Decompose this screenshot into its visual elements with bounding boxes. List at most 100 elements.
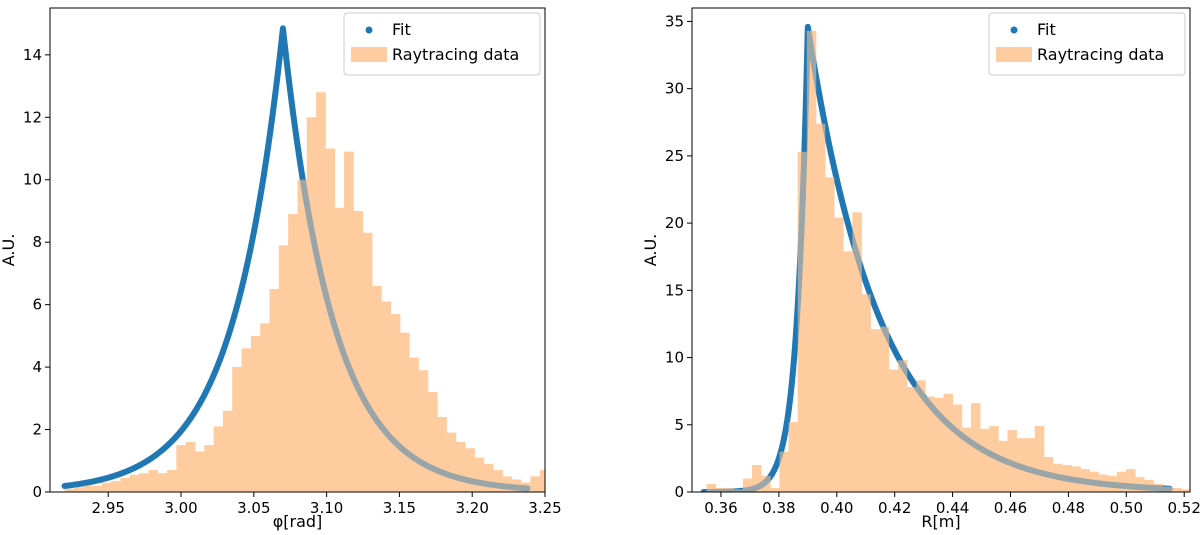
hist-bar-overlay: [558, 486, 568, 492]
hist-bar-overlay: [952, 404, 963, 492]
legend-hist-label: Raytracing data: [392, 45, 519, 64]
hist-bar-overlay: [455, 442, 466, 492]
x-tick-label: 3.05: [237, 499, 270, 517]
hist-bar-overlay: [493, 470, 503, 492]
hist-bar-overlay: [1153, 483, 1163, 492]
hist-bar-overlay: [139, 473, 149, 492]
hist-bar-overlay: [521, 482, 531, 492]
hist-bar: [558, 486, 568, 492]
x-tick-label: 2.95: [92, 499, 125, 517]
hist-bar-overlay: [530, 476, 541, 492]
plot-area: [61, 25, 587, 492]
hist-bar-overlay: [742, 478, 753, 492]
legend-box: [343, 12, 541, 76]
x-tick-label: 0.42: [878, 499, 911, 517]
y-tick-label: 6: [32, 296, 42, 314]
hist-bar-overlay: [260, 323, 270, 492]
hist-bar-overlay: [1007, 430, 1017, 492]
x-tick-label: 3.10: [310, 499, 343, 517]
x-tick-label: 0.50: [1110, 499, 1143, 517]
legend-box: [988, 12, 1186, 76]
legend: Fit Raytracing data: [988, 12, 1186, 76]
hist-bar: [577, 489, 587, 492]
x-tick-label: 0.46: [994, 499, 1027, 517]
plot-frame: [691, 7, 1191, 493]
hist-bar-overlay: [961, 427, 972, 492]
hist-bar-overlay: [427, 392, 438, 492]
legend-fit-marker: [1010, 26, 1018, 34]
hist-bar-overlay: [1162, 486, 1172, 492]
hist-bar-overlay: [1062, 465, 1072, 492]
hist-bar-overlay: [465, 448, 475, 492]
x-tick-label: 3.20: [456, 499, 489, 517]
y-tick-label: 30: [665, 80, 684, 98]
y-tick-label: 2: [32, 421, 42, 439]
hist-bar-overlay: [577, 489, 587, 492]
hist-bar-overlay: [1053, 463, 1063, 492]
hist-bar-overlay: [1043, 457, 1054, 492]
hist-bar-overlay: [797, 151, 808, 492]
y-tick-label: 25: [665, 147, 684, 165]
hist-bar-overlay: [815, 123, 826, 492]
hist-bar-overlay: [232, 367, 242, 492]
hist-bar-overlay: [1116, 471, 1127, 492]
hist-bar-overlay: [344, 151, 354, 492]
x-axis-label: φ[rad]: [273, 512, 323, 531]
y-tick-label: 15: [665, 281, 684, 299]
hist-bar-overlay: [825, 177, 835, 492]
hist-bar-overlay: [167, 470, 177, 492]
hist-bar-overlay: [362, 232, 373, 492]
hist-bar-overlay: [861, 294, 871, 492]
hist-bar-overlay: [64, 488, 75, 492]
hist-bar-overlay: [788, 422, 798, 492]
panel-radius: 0.36 0.38 0.40 0.42 0.44 0.46 0.48 0.50 0.52 0 5 10…: [641, 7, 1200, 531]
y-axis-label: A.U.: [0, 234, 18, 267]
hist-bar-overlay: [381, 301, 391, 492]
hist-overlay: [64, 92, 587, 492]
hist-bar-overlay: [770, 487, 780, 492]
hist-bar-overlay: [752, 465, 762, 492]
hist-bar: [568, 487, 578, 492]
hist-bar-overlay: [806, 30, 817, 492]
hist-bar-overlay: [269, 289, 280, 492]
hist-bar-overlay: [715, 487, 726, 492]
y-tick-label: 5: [674, 416, 684, 434]
hist-bar-overlay: [250, 335, 261, 492]
hist-bar-overlay: [834, 217, 844, 492]
x-tick-label: 3.25: [528, 499, 561, 517]
hist-bar-overlay: [761, 475, 771, 492]
hist-bar-overlay: [843, 251, 853, 492]
hist-bar-overlay: [129, 474, 140, 492]
hist-bar-overlay: [1135, 477, 1145, 492]
hist-bar-overlay: [325, 148, 336, 492]
hist-bar-overlay: [222, 410, 233, 492]
hist-bar-overlay: [176, 445, 186, 492]
y-tick-label: 4: [32, 358, 42, 376]
hist-bar-overlay: [372, 285, 382, 492]
hist-bar-overlay: [980, 428, 990, 492]
y-tick-label: 35: [665, 12, 684, 30]
legend-hist-swatch: [351, 47, 387, 62]
hist-bar-overlay: [549, 483, 559, 492]
plot-area: [700, 23, 1190, 492]
hist-bar-overlay: [1098, 474, 1109, 492]
legend-fit-label: Fit: [1037, 20, 1056, 39]
hist-bar-overlay: [297, 179, 308, 492]
legend-hist-label: Raytracing data: [1037, 45, 1164, 64]
hist-bar-overlay: [1126, 469, 1136, 492]
hist-bar-overlay: [120, 477, 131, 492]
hist-bar: [549, 483, 559, 492]
x-tick-label: 0.52: [1168, 499, 1200, 517]
hist-bar-overlay: [907, 387, 917, 492]
hist-bar-overlay: [1071, 466, 1081, 492]
hist-bar-overlay: [409, 357, 419, 492]
y-tick-label: 20: [665, 214, 684, 232]
hist-bar-overlay: [1189, 489, 1190, 492]
x-tick-label: 0.38: [762, 499, 795, 517]
x-tick-label: 0.48: [1052, 499, 1085, 517]
hist-bar-overlay: [1016, 438, 1026, 492]
hist-bar-overlay: [916, 380, 926, 492]
legend: Fit Raytracing data: [343, 12, 541, 76]
hist-bar-overlay: [852, 212, 862, 492]
hist-bar-overlay: [73, 487, 84, 492]
